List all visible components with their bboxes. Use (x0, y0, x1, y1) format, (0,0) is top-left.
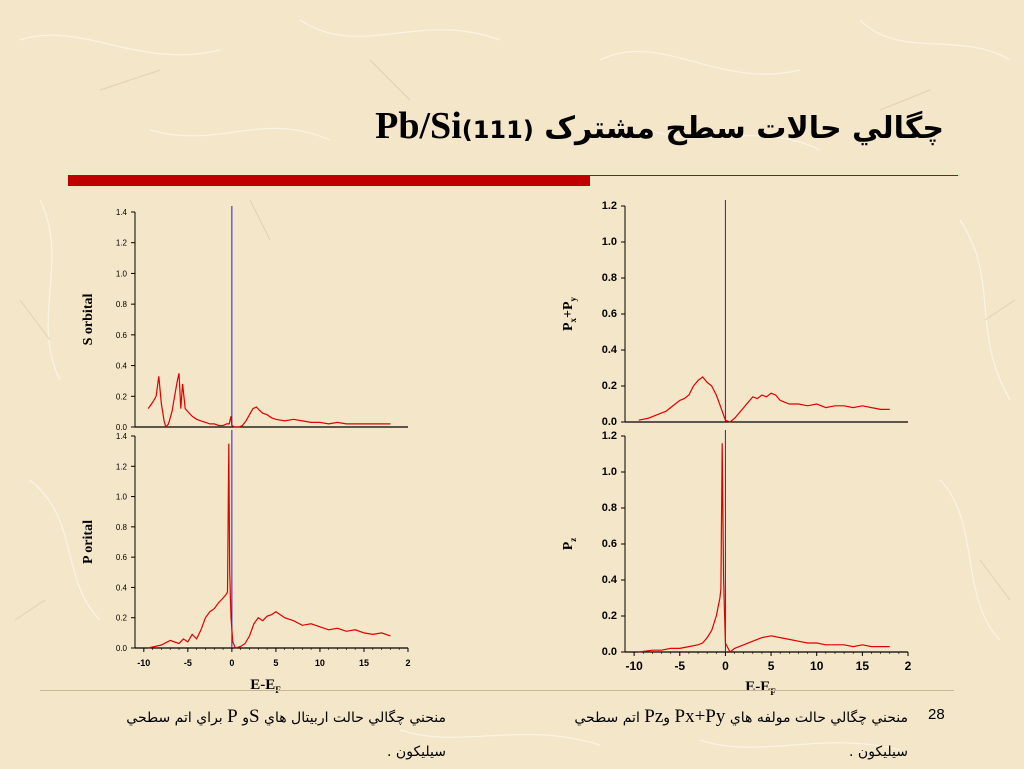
chart4-y-tick-label: 0.8 (602, 502, 617, 514)
chart2-y-tick-label: 0.4 (116, 583, 128, 592)
chart1-y-axis-label: S orbital (81, 294, 96, 346)
chart1-dos-curve (147, 373, 391, 429)
chart4-dos-curve (638, 443, 890, 653)
caption-right-text1: منحني چگالي حالت مولفه هاي (729, 710, 908, 726)
chart2-y-tick-label: 1.2 (116, 462, 128, 471)
chart3-y-axis-label-part: +P (561, 301, 576, 318)
chart1-y-tick-label: 1.4 (116, 208, 128, 217)
chart4-x-tick-label: 0 (722, 659, 729, 673)
chart3-y-tick-label: 0.4 (602, 344, 618, 356)
caption-left-s: S (248, 706, 260, 727)
chart3-y-tick-label: 1.0 (602, 236, 617, 248)
title-accent-line (590, 175, 958, 176)
chart1-y-tick-label: 1.2 (116, 239, 128, 248)
chart2-y-tick-label: 1.4 (116, 432, 128, 441)
caption-right-text2: اتم سطحي (574, 710, 640, 726)
chart4-y-tick-label: 1.2 (602, 430, 617, 442)
chart4-y-tick-label: 0.0 (602, 646, 617, 658)
chart3-y-tick-label: 0.0 (602, 416, 617, 428)
caption-right-line2: سيليكون . (849, 744, 908, 760)
chart3-y-tick-label: 0.8 (602, 272, 617, 284)
page-number: 28 (928, 706, 945, 723)
caption-left: منحني چگالي حالت اربيتال هاي Sو P براي ا… (36, 700, 446, 769)
chart2-dos-curve (148, 443, 391, 649)
caption-right-and: و (663, 710, 671, 726)
chart3-y-axis-label: Px+Py (561, 296, 578, 331)
chart2-y-tick-label: 0.2 (116, 614, 128, 623)
title-accent-bar (68, 175, 590, 186)
chart2-x-tick-label: -5 (184, 658, 192, 668)
footer-divider (40, 690, 954, 691)
chart1-y-tick-label: 0.4 (116, 362, 128, 371)
chart1-y-tick-label: 0.8 (116, 300, 128, 309)
chart2-y-tick-label: 0.0 (116, 644, 128, 653)
chart1-y-tick-label: 0.0 (116, 423, 128, 432)
caption-right-pz: Pz (644, 706, 664, 727)
chart1-y-tick-label: 1.0 (116, 269, 128, 278)
chart3-y-tick-label: 0.6 (602, 308, 617, 320)
chart2-y-tick-label: 1.0 (116, 493, 128, 502)
chart4-x-tick-label: 15 (856, 659, 870, 673)
chart4-x-tick-label: -10 (625, 659, 643, 673)
chart4-y-axis-label-part: z (568, 538, 578, 542)
title-formula: Pb/Si (375, 105, 462, 147)
caption-left-line2: سيليكون . (387, 744, 446, 760)
title-persian: چگالي حالات سطح مشترک (544, 111, 944, 146)
chart4-y-tick-label: 0.2 (602, 610, 617, 622)
caption-left-text1: منحني چگالي حالت اربيتال هاي (263, 710, 446, 726)
chart4-x-axis-label-main: E-E (745, 679, 770, 695)
chart2-y-axis-label: P orital (81, 520, 96, 564)
chart4-y-axis-label: Pz (561, 538, 578, 551)
caption-right: منحني چگالي حالت مولفه هاي Px+Py وPz اتم… (484, 700, 908, 769)
chart4-y-tick-label: 0.6 (602, 538, 617, 550)
chart2-x-axis-label: E-EF (250, 677, 281, 695)
chart2-x-tick-label: -10 (137, 658, 150, 668)
chart2-x-axis-label-main: E-E (250, 677, 275, 693)
chart4-y-tick-label: 1.0 (602, 466, 617, 478)
chart1-y-axis-label-main: S orbital (81, 294, 96, 346)
chart2-x-tick-label: 2 (405, 658, 410, 668)
caption-left-and: و (242, 710, 249, 726)
chart4-x-tick-label: 10 (810, 659, 824, 673)
chart4-y-axis-label-main: P (561, 541, 576, 550)
title-index: (111) (461, 116, 534, 144)
chart3-dos-curve (638, 376, 890, 423)
chart4-x-tick-label: -5 (674, 659, 685, 673)
chart2-x-tick-label: 5 (273, 658, 278, 668)
chart3-y-axis-label-part: x (568, 317, 578, 322)
chart3-y-tick-label: 1.2 (602, 200, 617, 212)
chart2-y-tick-label: 0.8 (116, 523, 128, 532)
chart1-y-tick-label: 0.6 (116, 331, 128, 340)
chart3-y-axis-label-part: y (568, 296, 578, 301)
chart4-x-tick-label: 5 (768, 659, 775, 673)
caption-right-pxpy: Px+Py (674, 706, 726, 727)
chart4-x-axis-label: E-EF (745, 679, 776, 697)
chart4-x-tick-label: 2 (905, 659, 912, 673)
slide-title: چگالي حالات سطح مشترک (111)Pb/Si (375, 104, 944, 148)
chart4-x-axis-label-sub: F (770, 687, 776, 697)
chart2-x-tick-label: 0 (229, 658, 234, 668)
chart2-y-tick-label: 0.6 (116, 553, 128, 562)
chart2-x-tick-label: 15 (359, 658, 369, 668)
chart3-y-tick-label: 0.2 (602, 380, 617, 392)
chart1-y-tick-label: 0.2 (116, 392, 128, 401)
chart4-y-tick-label: 0.4 (602, 574, 618, 586)
chart2-y-axis-label-main: P orital (81, 520, 96, 564)
chart2-x-tick-label: 10 (315, 658, 325, 668)
caption-left-text2: براي اتم سطحي (126, 710, 223, 726)
caption-left-p: P (227, 706, 238, 727)
chart3-y-axis-label-main: P (561, 322, 576, 331)
